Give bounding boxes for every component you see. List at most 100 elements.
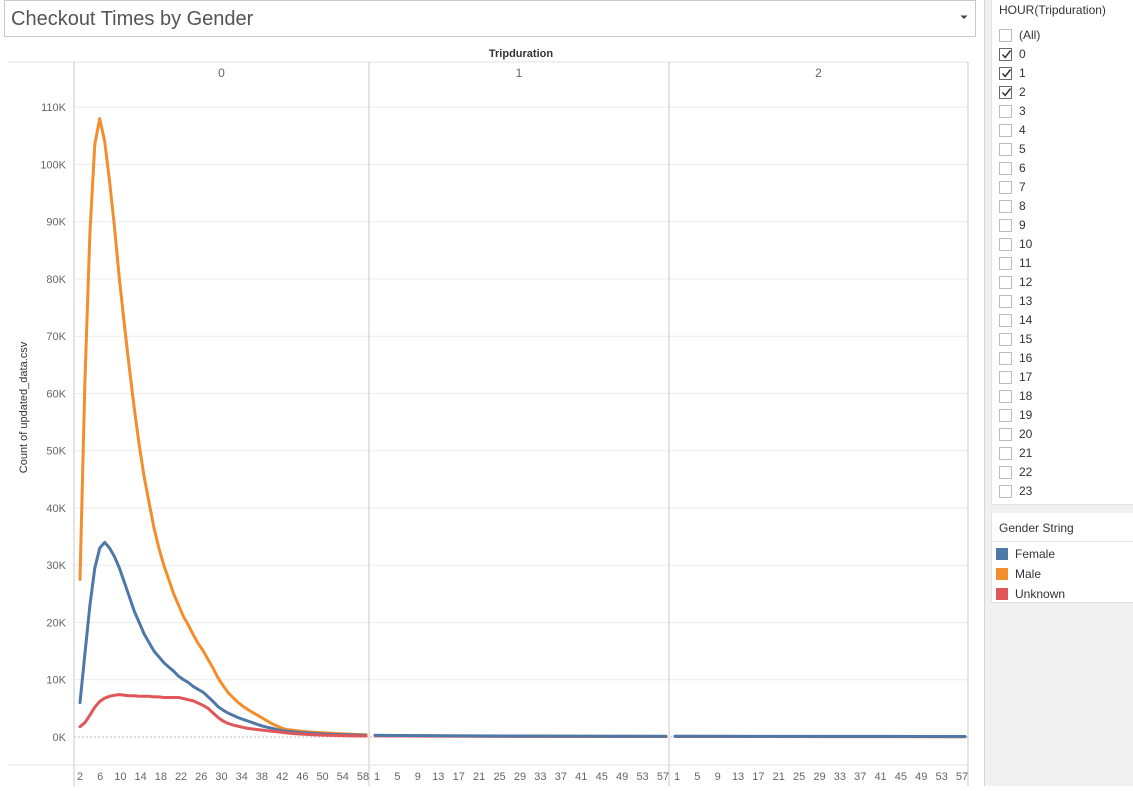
filter-item-21[interactable]: 21	[999, 446, 1129, 462]
series-line-female	[80, 542, 366, 735]
x-tick-label: 13	[432, 771, 444, 783]
filter-item-10[interactable]: 10	[999, 237, 1129, 253]
filter-item-label: 23	[1019, 484, 1032, 498]
line-chart: Tripduration0K10K20K30K40K50K60K70K80K90…	[0, 40, 980, 786]
checkbox-icon[interactable]	[999, 428, 1012, 441]
filter-item-14[interactable]: 14	[999, 313, 1129, 329]
y-tick-label: 60K	[46, 388, 66, 400]
x-tick-label: 13	[732, 771, 744, 783]
x-tick-label: 26	[195, 771, 207, 783]
y-tick-label: 100K	[40, 159, 66, 171]
filter-item-5[interactable]: 5	[999, 142, 1129, 158]
checkbox-icon[interactable]	[999, 333, 1012, 346]
filter-item-16[interactable]: 16	[999, 351, 1129, 367]
checkbox-icon[interactable]	[999, 238, 1012, 251]
y-axis-label: Count of updated_data.csv	[18, 341, 30, 473]
legend-title: Gender String	[999, 521, 1074, 535]
x-tick-label: 34	[236, 771, 248, 783]
checkbox-icon[interactable]	[999, 219, 1012, 232]
checkbox-icon[interactable]	[999, 466, 1012, 479]
checkbox-icon[interactable]	[999, 124, 1012, 137]
filter-item-label: 12	[1019, 275, 1032, 289]
filter-item-label: (All)	[1019, 28, 1040, 42]
filter-item-label: 18	[1019, 389, 1032, 403]
x-tick-label: 17	[752, 771, 764, 783]
x-tick-label: 29	[813, 771, 825, 783]
filter-item-13[interactable]: 13	[999, 294, 1129, 310]
x-tick-label: 5	[394, 771, 400, 783]
caret-down-icon[interactable]	[957, 10, 971, 24]
filter-item-20[interactable]: 20	[999, 427, 1129, 443]
legend-item-female[interactable]: Female	[996, 546, 1126, 562]
header-label: Tripduration	[489, 48, 553, 60]
filter-item-4[interactable]: 4	[999, 123, 1129, 139]
filter-item-18[interactable]: 18	[999, 389, 1129, 405]
filter-item-label: 9	[1019, 218, 1026, 232]
filter-item-2[interactable]: 2	[999, 85, 1129, 101]
filter-item-3[interactable]: 3	[999, 104, 1129, 120]
legend-swatch	[996, 548, 1008, 560]
checkbox-icon[interactable]	[999, 447, 1012, 460]
checkbox-icon[interactable]	[999, 257, 1012, 270]
checkbox-icon[interactable]	[999, 314, 1012, 327]
checkbox-icon[interactable]	[999, 143, 1012, 156]
x-tick-label: 25	[793, 771, 805, 783]
filter-item-11[interactable]: 11	[999, 256, 1129, 272]
filter-item-19[interactable]: 19	[999, 408, 1129, 424]
title-bar[interactable]: Checkout Times by Gender	[4, 0, 976, 37]
filter-item-label: 21	[1019, 446, 1032, 460]
filter-item-label: 11	[1019, 256, 1031, 270]
filter-item-1[interactable]: 1	[999, 66, 1129, 82]
checkbox-icon[interactable]	[999, 352, 1012, 365]
checkbox-icon[interactable]	[999, 409, 1012, 422]
checkbox-icon[interactable]	[999, 371, 1012, 384]
filter-item-22[interactable]: 22	[999, 465, 1129, 481]
filter-item-6[interactable]: 6	[999, 161, 1129, 177]
filter-item-0[interactable]: 0	[999, 47, 1129, 63]
x-tick-label: 33	[534, 771, 546, 783]
x-tick-label: 45	[895, 771, 907, 783]
checkbox-checked-icon[interactable]	[999, 67, 1012, 80]
y-tick-label: 40K	[46, 503, 66, 515]
checkbox-checked-icon[interactable]	[999, 48, 1012, 61]
filter-title: HOUR(Tripduration)	[999, 3, 1106, 17]
checkbox-checked-icon[interactable]	[999, 86, 1012, 99]
y-tick-label: 20K	[46, 617, 66, 629]
filter-item-label: 4	[1019, 123, 1026, 137]
filter-item-9[interactable]: 9	[999, 218, 1129, 234]
filter-item-17[interactable]: 17	[999, 370, 1129, 386]
checkbox-icon[interactable]	[999, 181, 1012, 194]
filter-item-label: 3	[1019, 104, 1026, 118]
legend-item-unknown[interactable]: Unknown	[996, 586, 1126, 602]
filter-item-all[interactable]: (All)	[999, 28, 1129, 44]
filter-item-label: 22	[1019, 465, 1032, 479]
checkbox-icon[interactable]	[999, 276, 1012, 289]
legend-item-male[interactable]: Male	[996, 566, 1126, 582]
filter-item-12[interactable]: 12	[999, 275, 1129, 291]
filter-item-label: 13	[1019, 294, 1032, 308]
filter-item-label: 17	[1019, 370, 1032, 384]
filter-item-label: 10	[1019, 237, 1032, 251]
checkbox-icon[interactable]	[999, 295, 1012, 308]
filter-item-15[interactable]: 15	[999, 332, 1129, 348]
checkbox-icon[interactable]	[999, 162, 1012, 175]
x-tick-label: 50	[316, 771, 328, 783]
x-tick-label: 1	[374, 771, 380, 783]
checkbox-icon[interactable]	[999, 29, 1012, 42]
filter-item-23[interactable]: 23	[999, 484, 1129, 500]
x-tick-label: 49	[915, 771, 927, 783]
checkbox-icon[interactable]	[999, 390, 1012, 403]
x-tick-label: 9	[415, 771, 421, 783]
x-tick-label: 37	[555, 771, 567, 783]
x-tick-label: 42	[276, 771, 288, 783]
checkbox-icon[interactable]	[999, 200, 1012, 213]
checkbox-icon[interactable]	[999, 105, 1012, 118]
x-tick-label: 14	[135, 771, 147, 783]
checkbox-icon[interactable]	[999, 485, 1012, 498]
filter-item-7[interactable]: 7	[999, 180, 1129, 196]
x-tick-label: 54	[337, 771, 349, 783]
panel-header-0: 0	[218, 66, 225, 80]
x-tick-label: 53	[636, 771, 648, 783]
filter-item-8[interactable]: 8	[999, 199, 1129, 215]
